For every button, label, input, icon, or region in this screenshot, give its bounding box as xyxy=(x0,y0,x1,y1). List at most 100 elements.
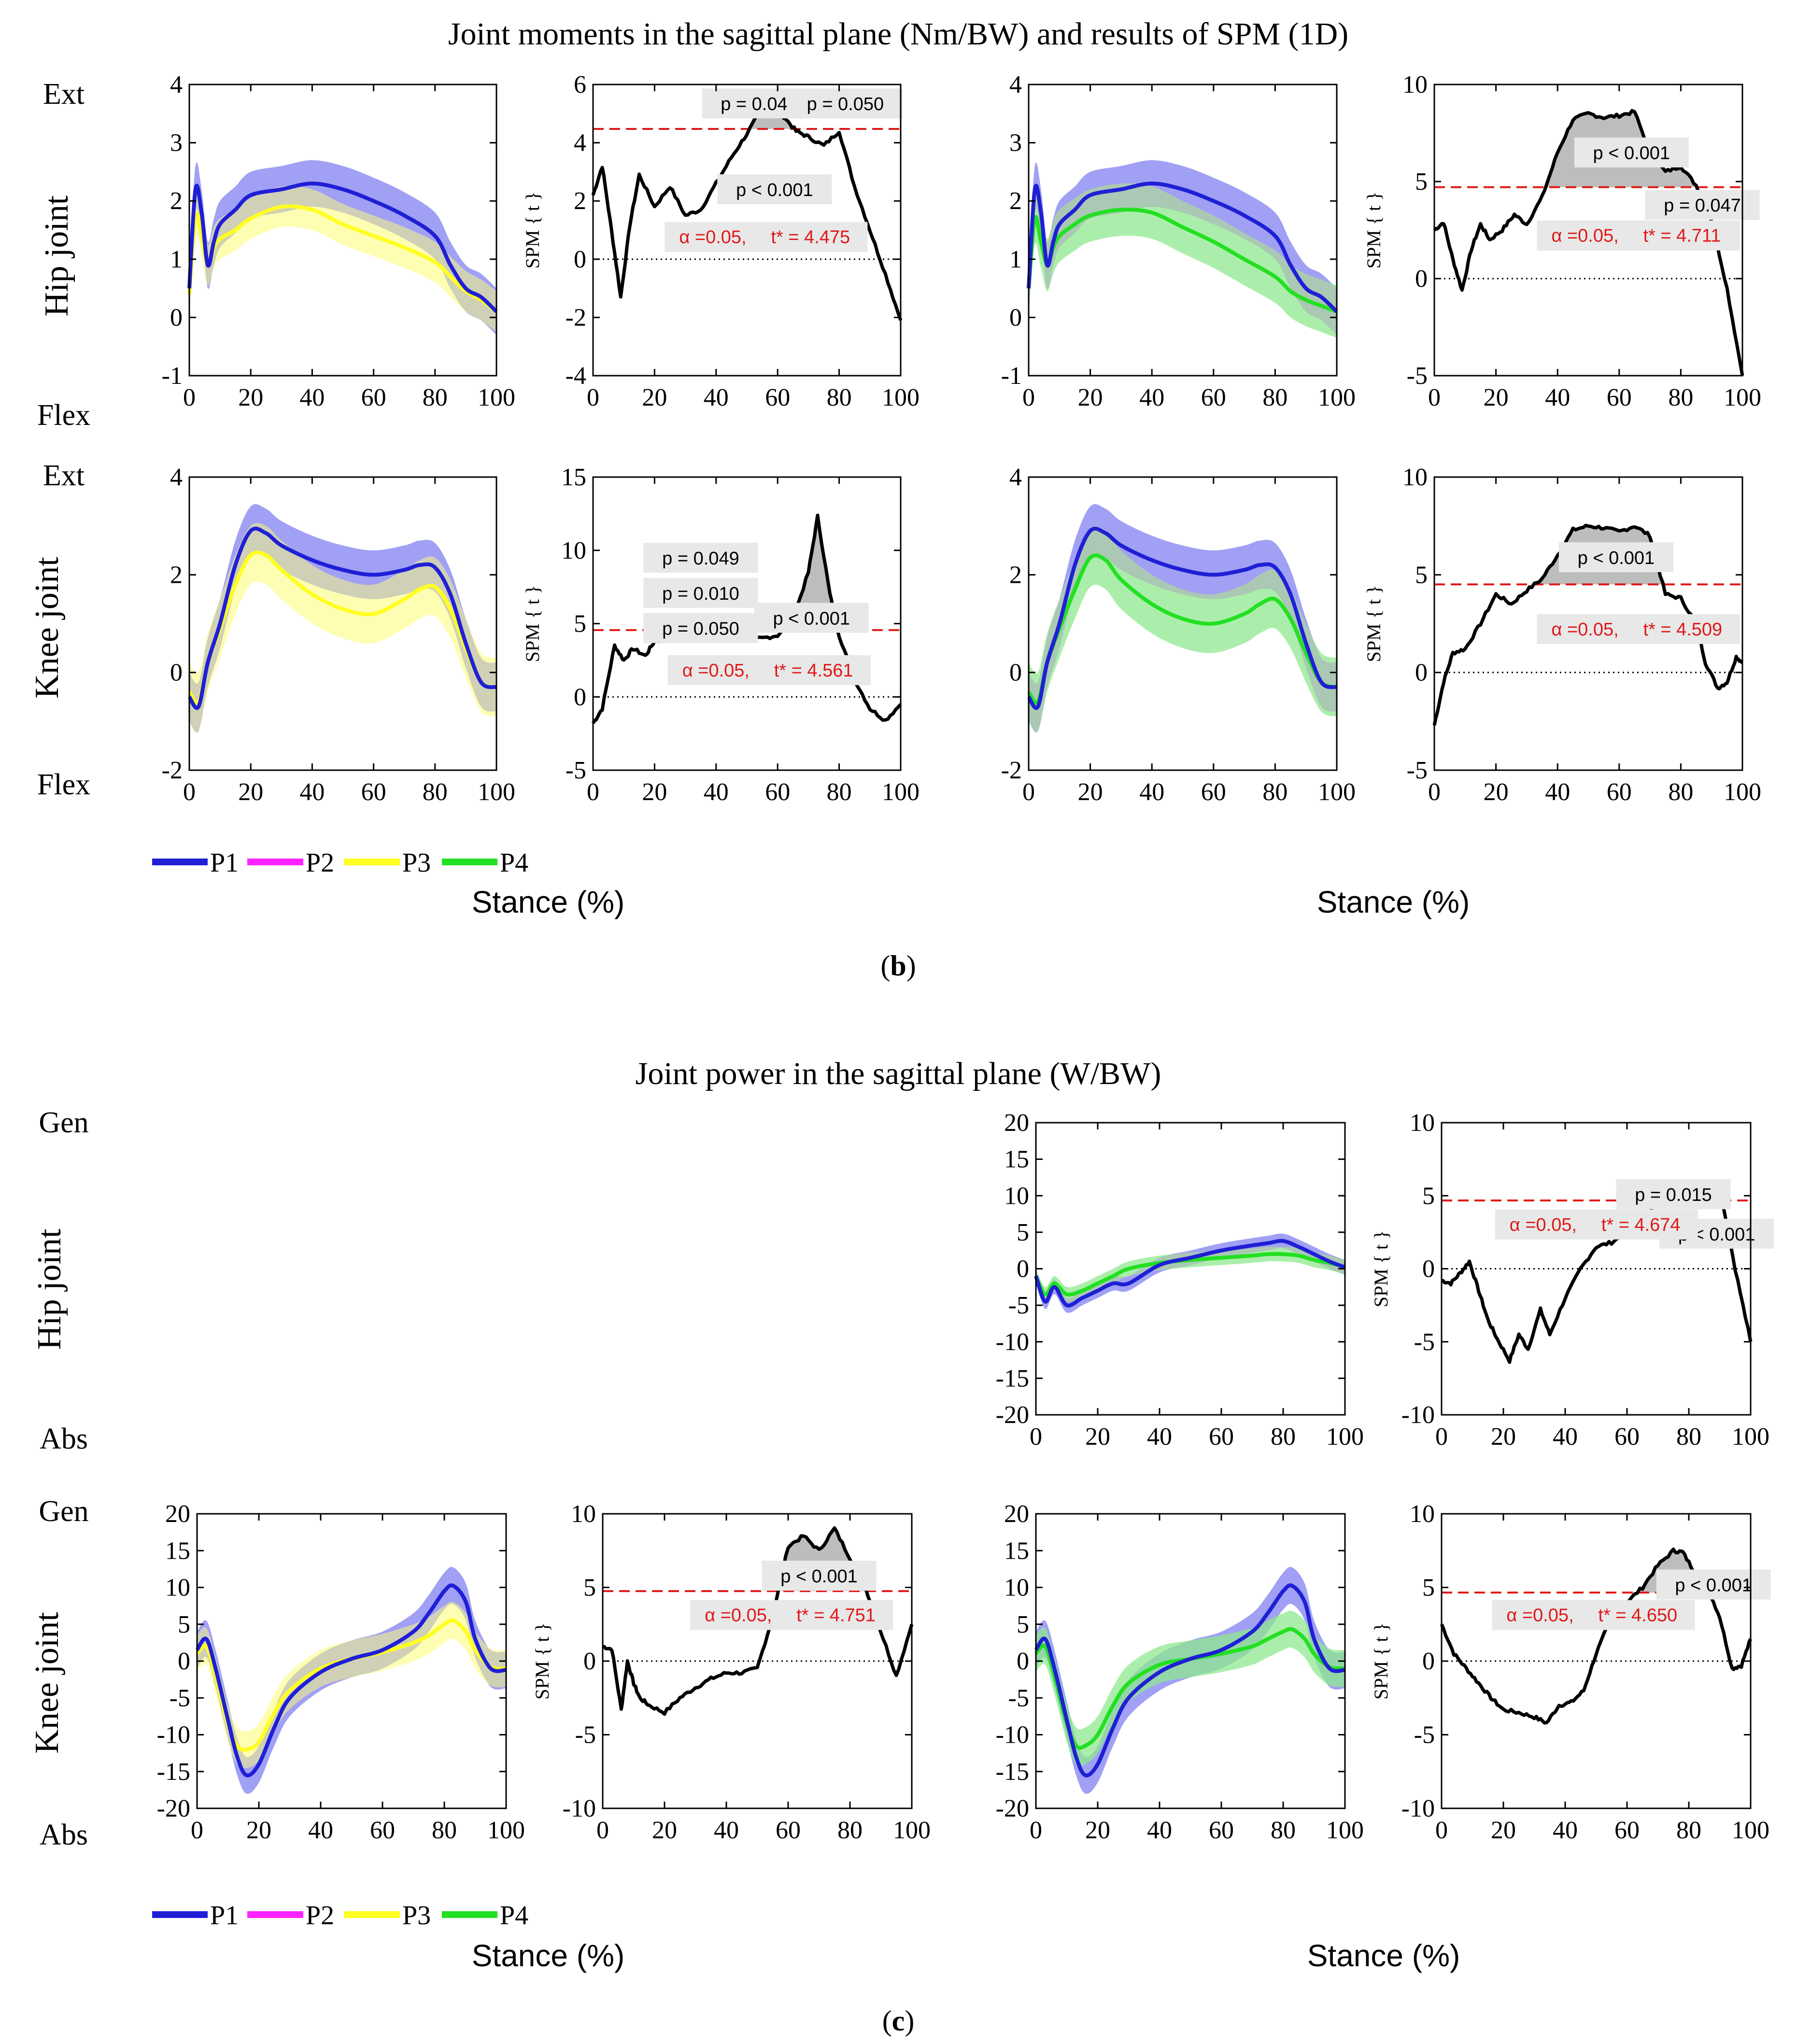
y-tick-label: 5 xyxy=(1422,1574,1435,1602)
title-c: Joint power in the sagittal plane (W/BW) xyxy=(636,1056,1161,1091)
y-tick-label: 2 xyxy=(170,561,183,589)
x-tick-label: 100 xyxy=(1326,1423,1364,1451)
x-tick-label: 60 xyxy=(776,1817,801,1844)
y-tick-label: 5 xyxy=(1017,1219,1029,1246)
row1-joint-label: Hip joint xyxy=(38,195,75,316)
x-tick-label: 40 xyxy=(704,778,729,806)
x-tick-label: 0 xyxy=(1435,1423,1448,1451)
x-tick-label: 0 xyxy=(1435,1817,1448,1844)
x-tick-label: 40 xyxy=(1553,1817,1578,1844)
x-tick-label: 20 xyxy=(1491,1817,1516,1844)
t-star-label: t* = 4.650 xyxy=(1598,1606,1677,1626)
y-tick-label: -10 xyxy=(996,1328,1029,1356)
y-tick-label: -15 xyxy=(996,1758,1029,1786)
y-tick-label: 10 xyxy=(1410,1500,1435,1528)
p-value-label: p = 0.050 xyxy=(662,619,739,639)
x-tick-label: 100 xyxy=(1724,384,1761,411)
stance-label-b-left: Stance (%) xyxy=(472,885,625,919)
y-tick-label: -2 xyxy=(566,304,586,331)
y-tick-label: 0 xyxy=(1009,304,1022,331)
y-tick-label: -1 xyxy=(162,362,183,390)
y-tick-label: 0 xyxy=(170,304,183,331)
y-tick-label: 5 xyxy=(178,1611,190,1638)
legend-b-label-p3: P3 xyxy=(402,848,431,878)
y-tick-label: 5 xyxy=(1017,1611,1029,1638)
spm-y-axis-label: SPM { t } xyxy=(1363,192,1385,269)
x-tick-label: 0 xyxy=(1428,778,1441,806)
y-tick-label: -15 xyxy=(996,1365,1029,1392)
x-tick-label: 60 xyxy=(1209,1817,1234,1844)
y-tick-label: 0 xyxy=(170,659,183,687)
caption-b: (b) xyxy=(880,950,916,982)
x-tick-label: 80 xyxy=(1271,1423,1296,1451)
y-tick-label: 10 xyxy=(165,1574,190,1602)
x-tick-label: 20 xyxy=(1085,1423,1110,1451)
x-tick-label: 20 xyxy=(246,1817,271,1844)
t-star-label: t* = 4.561 xyxy=(774,661,853,681)
y-tick-label: 5 xyxy=(1422,1182,1435,1210)
legend-b-label-p4: P4 xyxy=(500,848,528,878)
y-tick-label: 4 xyxy=(1009,71,1022,99)
x-tick-label: 20 xyxy=(238,778,263,806)
x-tick-label: 20 xyxy=(652,1817,677,1844)
alpha-label: α =0.05, xyxy=(705,1606,772,1626)
y-tick-label: 0 xyxy=(1415,659,1428,687)
x-tick-label: 60 xyxy=(1614,1423,1640,1451)
y-tick-label: -5 xyxy=(1407,362,1428,390)
y-tick-label: 10 xyxy=(561,537,586,564)
x-tick-label: 100 xyxy=(487,1817,525,1844)
y-tick-label: 1 xyxy=(1009,246,1022,273)
x-tick-label: 100 xyxy=(478,778,515,806)
y-tick-label: 4 xyxy=(170,464,183,491)
alpha-label: α =0.05, xyxy=(1510,1215,1577,1235)
y-tick-label: 0 xyxy=(1415,265,1428,293)
y-tick-label: 0 xyxy=(574,683,586,711)
p-value-label: p = 0.049 xyxy=(662,549,739,569)
spm-y-axis-label: SPM { t } xyxy=(1363,585,1385,663)
spm-y-axis-label: SPM { t } xyxy=(522,585,543,663)
x-tick-label: 80 xyxy=(1271,1817,1296,1844)
alpha-label: α =0.05, xyxy=(1551,620,1618,640)
x-tick-label: 80 xyxy=(1676,1817,1701,1844)
x-tick-label: 60 xyxy=(765,778,790,806)
p-value-label: p < 0.001 xyxy=(780,1566,858,1587)
legend-b-label-p2: P2 xyxy=(306,848,334,878)
y-tick-label: 10 xyxy=(1004,1574,1029,1602)
x-tick-label: 20 xyxy=(1085,1817,1110,1844)
x-tick-label: 80 xyxy=(423,384,448,411)
x-tick-label: 60 xyxy=(1201,778,1226,806)
caption-b-close: ) xyxy=(906,950,916,982)
y-tick-label: -5 xyxy=(1414,1328,1435,1356)
alpha-label: α =0.05, xyxy=(1551,226,1618,246)
x-tick-label: 40 xyxy=(299,384,325,411)
x-tick-label: 0 xyxy=(1022,778,1035,806)
t-star-label: t* = 4.674 xyxy=(1601,1215,1681,1235)
figure: Joint moments in the sagittal plane (Nm/… xyxy=(0,0,1797,2044)
y-tick-label: 2 xyxy=(1009,561,1022,589)
y-tick-label: 20 xyxy=(1004,1109,1029,1137)
p-value-label: p = 0.045 xyxy=(721,94,798,114)
y-tick-label: 2 xyxy=(1009,187,1022,215)
y-tick-label: -10 xyxy=(157,1721,190,1749)
legend-c-label-p2: P2 xyxy=(306,1901,334,1931)
y-tick-label: 4 xyxy=(574,129,586,157)
x-tick-label: 20 xyxy=(1078,778,1103,806)
x-tick-label: 60 xyxy=(1607,778,1632,806)
x-tick-label: 100 xyxy=(1318,384,1356,411)
x-tick-label: 60 xyxy=(1607,384,1632,411)
p-value-label: p = 0.050 xyxy=(807,94,884,114)
y-tick-label: 5 xyxy=(1415,168,1428,196)
title-b: Joint moments in the sagittal plane (Nm/… xyxy=(448,16,1348,52)
x-tick-label: 60 xyxy=(1201,384,1226,411)
y-tick-label: 0 xyxy=(178,1648,190,1675)
y-tick-label: 0 xyxy=(1017,1255,1029,1283)
x-tick-label: 100 xyxy=(1318,778,1356,806)
y-tick-label: -5 xyxy=(1407,757,1428,784)
row2-bottom-label: Flex xyxy=(37,768,90,801)
spm-y-axis-label: SPM { t } xyxy=(531,1622,553,1700)
spm-y-axis-label: SPM { t } xyxy=(1370,1622,1392,1700)
caption-c: (c) xyxy=(882,2005,915,2037)
x-tick-label: 0 xyxy=(587,778,599,806)
row1-top-label: Ext xyxy=(43,78,85,111)
y-tick-label: -10 xyxy=(996,1721,1029,1749)
